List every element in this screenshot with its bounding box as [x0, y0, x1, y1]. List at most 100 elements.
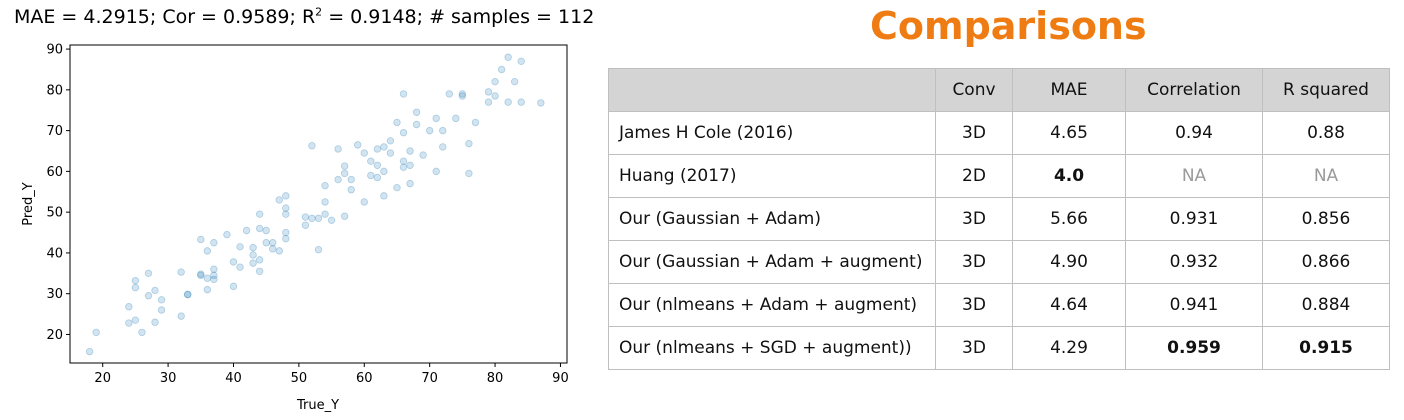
scatter-point: [340, 169, 349, 178]
scatter-point: [249, 251, 257, 259]
cell-correlation: 0.941: [1125, 283, 1263, 327]
table-header-row: Conv MAE Correlation R squared: [608, 68, 1390, 112]
cell-r-squared: 0.88: [1262, 111, 1390, 155]
scatter-point: [484, 98, 493, 106]
scatter-point: [282, 192, 290, 200]
scatter-point: [517, 98, 525, 106]
scatter-point: [210, 265, 218, 273]
scatter-point: [308, 214, 316, 222]
cell-conv: 3D: [935, 240, 1013, 284]
scatter-point: [282, 228, 290, 237]
y-tick-label: 30: [46, 287, 63, 302]
scatter-point: [399, 128, 408, 137]
comparison-table-wrapper: Conv MAE Correlation R squared James H C…: [608, 68, 1390, 370]
scatter-point: [301, 213, 310, 221]
scatter-point: [360, 149, 368, 157]
scatter-point: [491, 77, 499, 86]
scatter-point: [321, 198, 329, 206]
column-header-conv: Conv: [935, 68, 1013, 112]
cell-method: James H Cole (2016): [608, 111, 936, 155]
cell-mae: 4.65: [1012, 111, 1126, 155]
scatter-point: [452, 114, 460, 123]
scatter-point: [282, 234, 290, 243]
cell-correlation-na: NA: [1125, 154, 1263, 198]
scatter-point: [497, 65, 506, 74]
scatter-point: [92, 328, 100, 337]
scatter-point: [439, 143, 447, 151]
scatter-point: [249, 259, 257, 267]
scatter-point: [347, 175, 355, 184]
scatter-point: [229, 258, 238, 266]
cell-r-squared: 0.856: [1262, 197, 1390, 241]
scatter-point: [255, 256, 264, 264]
scatter-point: [210, 275, 218, 284]
table-row: Our (nlmeans + SGD + augment)) 3D 4.29 0…: [608, 326, 1390, 370]
column-header-r-squared: R squared: [1262, 68, 1390, 112]
scatter-point: [236, 263, 244, 271]
scatter-point: [151, 318, 159, 326]
x-axis-label: True_Y: [296, 398, 339, 413]
scatter-point: [210, 271, 218, 280]
scatter-point: [262, 226, 270, 235]
scatter-point: [510, 77, 519, 86]
scatter-point: [282, 210, 290, 218]
y-tick-label: 70: [46, 124, 63, 139]
scatter-point: [157, 306, 166, 314]
table-row: Huang (2017) 2D 4.0 NA NA: [608, 154, 1390, 198]
metrics-prefix: MAE = 4.2915; Cor = 0.9589; R: [14, 6, 316, 28]
plot-points: [85, 53, 545, 356]
table-row: Our (Gaussian + Adam + augment) 3D 4.90 …: [608, 240, 1390, 284]
cell-method: Huang (2017): [608, 154, 936, 198]
cell-conv: 3D: [935, 326, 1013, 370]
scatter-point: [203, 247, 212, 255]
cell-r-squared-best: 0.915: [1262, 326, 1390, 370]
scatter-point: [432, 114, 440, 123]
cell-r-squared: 0.866: [1262, 240, 1390, 284]
comparison-table: Conv MAE Correlation R squared James H C…: [608, 68, 1390, 370]
scatter-point: [334, 175, 342, 184]
scatter-point: [334, 145, 342, 153]
metrics-suffix: = 0.9148; # samples = 112: [322, 6, 595, 28]
x-tick-label: 90: [552, 371, 569, 386]
cell-correlation-best: 0.959: [1125, 326, 1263, 370]
scatter-point: [537, 99, 545, 107]
scatter-point: [144, 269, 153, 278]
scatter-point: [347, 186, 355, 194]
scatter-point: [380, 143, 388, 151]
scatter-point: [445, 90, 453, 98]
scatter-point: [275, 196, 283, 204]
scatter-point: [138, 328, 146, 337]
scatter-point: [249, 243, 257, 252]
column-header-method: [608, 68, 936, 112]
scatter-point: [255, 210, 264, 218]
scatter-point: [360, 198, 368, 206]
scatter-point: [327, 216, 336, 225]
y-tick-label: 20: [46, 328, 63, 343]
scatter-point: [380, 192, 388, 200]
y-axis-ticks: 20 30 40 50 60 70 80 90: [46, 43, 70, 343]
scatter-point: [399, 163, 408, 172]
scatter-point: [504, 53, 512, 61]
scatter-point: [373, 161, 382, 169]
column-header-mae: MAE: [1012, 68, 1126, 112]
x-tick-label: 40: [225, 371, 242, 386]
scatter-point: [144, 292, 153, 300]
scatter-point: [406, 161, 414, 169]
scatter-point: [308, 141, 316, 150]
cell-mae: 4.90: [1012, 240, 1126, 284]
scatter-point: [491, 92, 499, 100]
table-row: Our (nlmeans + Adam + augment) 3D 4.64 0…: [608, 283, 1390, 327]
scatter-point: [412, 108, 421, 116]
cell-mae: 5.66: [1012, 197, 1126, 241]
scatter-point: [223, 230, 231, 239]
scatter-point: [197, 270, 205, 278]
scatter-point: [275, 247, 283, 255]
cell-method: Our (Gaussian + Adam + augment): [608, 240, 936, 284]
scatter-point: [458, 90, 467, 98]
y-axis-label: Pred_Y: [21, 182, 36, 225]
scatter-point: [131, 283, 140, 292]
scatter-point: [458, 92, 467, 100]
scatter-point: [282, 204, 290, 212]
scatter-point: [151, 286, 159, 295]
metrics-summary: MAE = 4.2915; Cor = 0.9589; R2 = 0.9148;…: [14, 6, 594, 28]
